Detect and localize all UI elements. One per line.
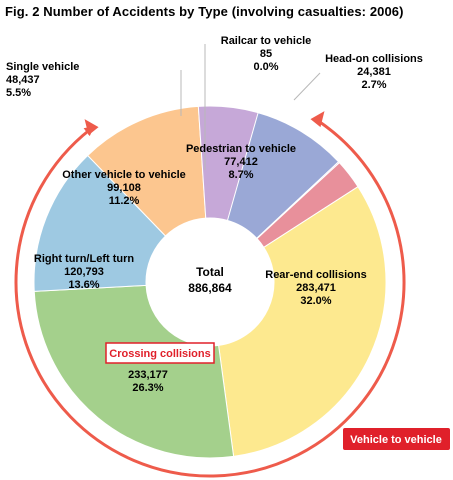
label-right_left-name: Right turn/Left turn	[34, 253, 134, 265]
center-total: Total 886,864	[188, 265, 232, 295]
leader-line-3	[293, 72, 321, 101]
arrowhead-left	[84, 119, 99, 136]
label-head_on-count: 24,381	[357, 66, 391, 78]
vehicle-to-vehicle-arrows	[14, 111, 406, 478]
label-rear_end-count: 283,471	[296, 282, 336, 294]
slice-single_vehicle	[197, 105, 259, 222]
label-rear_end-name: Rear-end collisions	[265, 269, 366, 281]
slice-right_left	[33, 154, 167, 292]
label-railcar: Railcar to vehicle 85 0.0%	[221, 35, 312, 73]
label-pedestrian-count: 77,412	[224, 156, 258, 168]
crossing-collisions-badge	[105, 342, 215, 364]
label-crossing: 233,177 26.3%	[128, 369, 168, 394]
label-other_vehicle: Other vehicle to vehicle 99,108 11.2%	[62, 169, 186, 207]
label-head_on-percent: 2.7%	[361, 79, 386, 91]
label-railcar-count: 85	[260, 48, 272, 60]
label-single_vehicle: Single vehicle 48,437 5.5%	[6, 61, 79, 99]
leader-lines	[180, 44, 321, 170]
vehicle-to-vehicle-badge	[343, 428, 450, 450]
label-head_on-name: Head-on collisions	[325, 53, 423, 65]
label-crossing-percent: 26.3%	[132, 382, 163, 394]
total-label: Total	[196, 265, 224, 279]
label-rear_end-percent: 32.0%	[300, 295, 331, 307]
label-right_left-percent: 13.6%	[68, 279, 99, 291]
label-other_vehicle-count: 99,108	[107, 182, 141, 194]
label-single_vehicle-percent: 5.5%	[6, 87, 31, 99]
label-railcar-percent: 0.0%	[253, 61, 278, 73]
donut-slices	[33, 105, 387, 459]
slice-rear_end	[218, 186, 387, 457]
label-rear_end: Rear-end collisions 283,471 32.0%	[265, 269, 366, 307]
slice-labels: Pedestrian to vehicle 77,412 8.7% Railcar t…	[6, 35, 423, 394]
vehicle-to-vehicle-arc	[14, 119, 406, 478]
crossing-collisions-badge-label: Crossing collisions	[109, 348, 210, 360]
label-pedestrian-name: Pedestrian to vehicle	[186, 143, 296, 155]
slice-crossing	[33, 284, 235, 459]
label-other_vehicle-percent: 11.2%	[109, 195, 140, 207]
label-pedestrian: Pedestrian to vehicle 77,412 8.7%	[186, 143, 296, 181]
group-badges: Crossing collisions Vehicle to vehicle	[105, 342, 450, 450]
label-head_on: Head-on collisions 24,381 2.7%	[325, 53, 423, 91]
label-crossing-count: 233,177	[128, 369, 168, 381]
label-railcar-name: Railcar to vehicle	[221, 35, 312, 47]
label-right_left-count: 120,793	[64, 266, 104, 278]
label-right_left: Right turn/Left turn 120,793 13.6%	[34, 253, 134, 291]
vehicle-to-vehicle-badge-label: Vehicle to vehicle	[350, 434, 442, 446]
label-single_vehicle-name: Single vehicle	[6, 61, 79, 73]
label-other_vehicle-name: Other vehicle to vehicle	[62, 169, 186, 181]
label-single_vehicle-count: 48,437	[6, 74, 40, 86]
slice-other_vehicle	[86, 105, 207, 237]
label-pedestrian-percent: 8.7%	[228, 169, 253, 181]
arrowhead-right	[310, 111, 325, 128]
total-value: 886,864	[188, 281, 232, 295]
figure-title: Fig. 2 Number of Accidents by Type (invo…	[5, 4, 404, 19]
